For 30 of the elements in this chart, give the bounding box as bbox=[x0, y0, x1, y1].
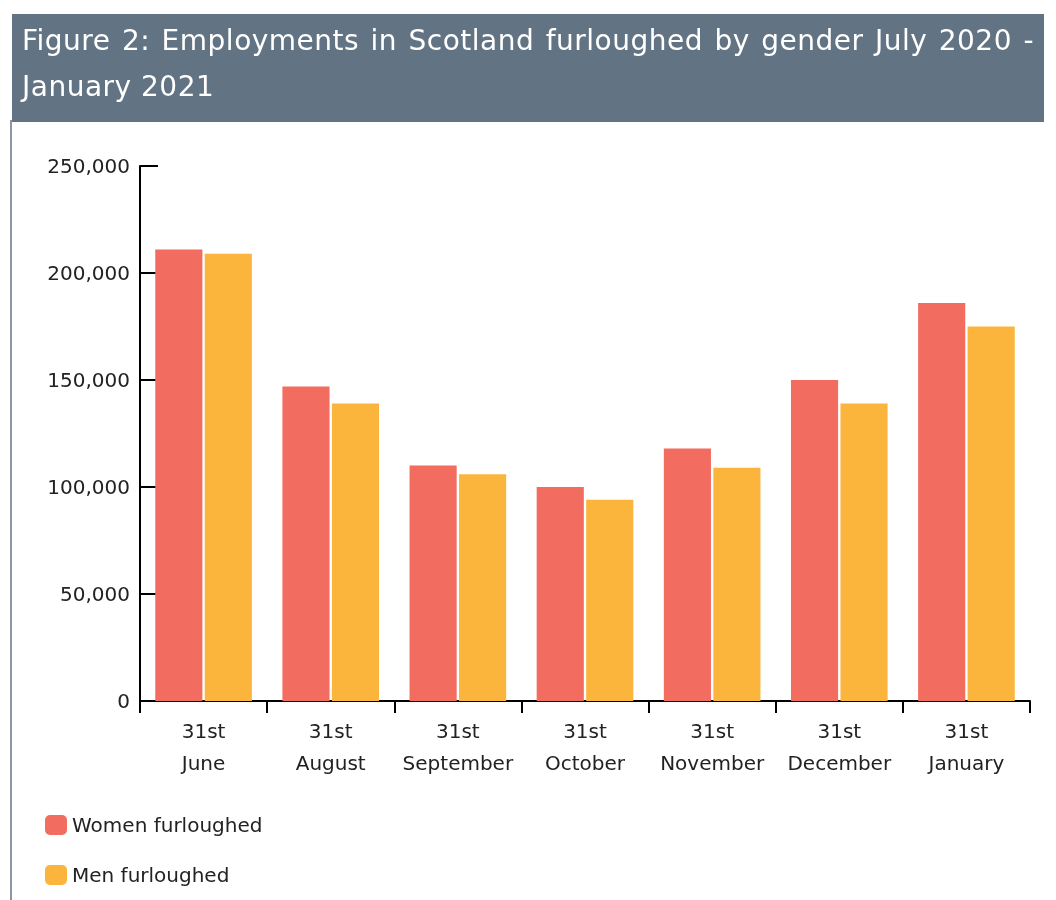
y-tick-label: 50,000 bbox=[60, 582, 130, 606]
bar bbox=[918, 302, 966, 701]
x-tick-label: 31st January bbox=[926, 719, 1005, 775]
bar bbox=[967, 326, 1015, 701]
bar bbox=[536, 487, 584, 701]
y-tick-label: 250,000 bbox=[47, 154, 130, 178]
bar bbox=[409, 465, 457, 701]
x-tick-label: 31st September bbox=[402, 719, 514, 775]
x-tick-label: 31st December bbox=[787, 719, 892, 775]
bar bbox=[586, 499, 634, 701]
y-tick-label: 0 bbox=[117, 689, 130, 713]
legend-label: Women furloughed bbox=[72, 813, 263, 837]
bar bbox=[155, 249, 203, 701]
x-tick-label: 31st June bbox=[179, 719, 226, 775]
x-tick-label: 31st October bbox=[544, 719, 626, 775]
legend-label: Men furloughed bbox=[72, 863, 230, 887]
bar bbox=[840, 403, 888, 701]
y-tick-label: 100,000 bbox=[47, 475, 130, 499]
y-tick-label: 200,000 bbox=[47, 261, 130, 285]
x-tick-label: 31st November bbox=[660, 719, 765, 775]
bar bbox=[331, 403, 380, 701]
y-tick-label: 150,000 bbox=[47, 368, 130, 392]
chart-title: Figure 2: Employments in Scotland furloughed by gender July 2020 - January 2021 bbox=[12, 14, 1044, 122]
bar bbox=[459, 474, 507, 701]
bar bbox=[204, 253, 252, 701]
bar bbox=[790, 380, 839, 701]
x-tick-label: 31st August bbox=[295, 719, 366, 775]
bar bbox=[713, 467, 761, 701]
bar bbox=[663, 448, 711, 701]
bar bbox=[282, 386, 330, 701]
